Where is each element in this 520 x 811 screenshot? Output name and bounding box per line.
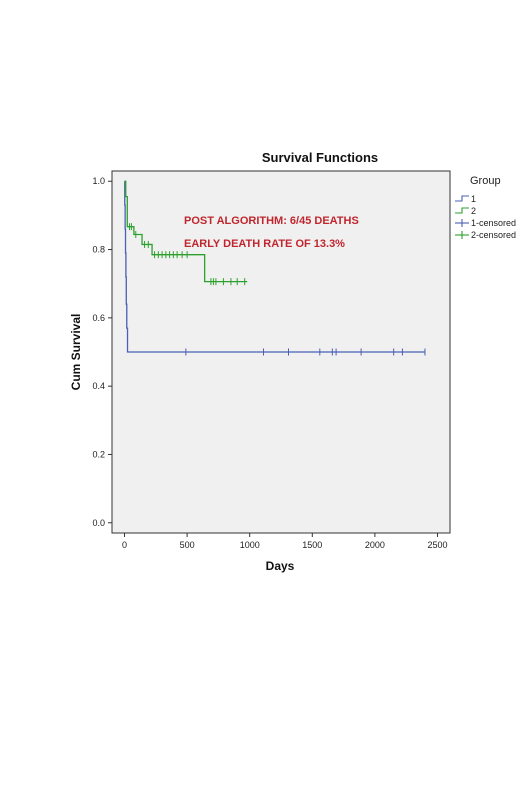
x-tick-label: 1500 xyxy=(302,540,322,550)
legend-title: Group xyxy=(470,175,501,187)
legend-label-2: 2 xyxy=(471,206,476,216)
legend-label-1-censored: 1-censored xyxy=(471,218,516,228)
x-tick-label: 0 xyxy=(122,540,127,550)
y-axis-label: Cum Survival xyxy=(69,314,83,391)
y-tick-label: 0.0 xyxy=(92,518,105,528)
x-tick-label: 2500 xyxy=(427,540,447,550)
legend: Group 1 2 1-censored 2-censored xyxy=(455,175,516,240)
x-axis-label: Days xyxy=(266,559,295,573)
y-tick-label: 1.0 xyxy=(92,176,105,186)
legend-label-1: 1 xyxy=(471,194,476,204)
chart-title: Survival Functions xyxy=(262,150,378,165)
x-tick-label: 500 xyxy=(180,540,195,550)
legend-label-2-censored: 2-censored xyxy=(471,230,516,240)
survival-curve-group-2 xyxy=(124,180,248,283)
legend-swatch-1 xyxy=(455,195,469,202)
axis-ticks: 0 500 1000 1500 2000 2500 0.0 0.2 0.4 0.6 0.8 1.0 xyxy=(92,176,447,550)
legend-swatch-2 xyxy=(455,207,469,214)
annotation-deaths: POST ALGORITHM: 6/45 DEATHS xyxy=(184,215,359,227)
annotation-early-death-rate: EARLY DEATH RATE OF 13.3% xyxy=(184,238,345,250)
y-tick-label: 0.6 xyxy=(92,313,105,323)
y-tick-label: 0.4 xyxy=(92,381,105,391)
x-tick-label: 1000 xyxy=(240,540,260,550)
x-tick-label: 2000 xyxy=(365,540,385,550)
y-tick-label: 0.2 xyxy=(92,449,105,459)
survival-curve-group-1 xyxy=(124,180,425,353)
y-tick-label: 0.8 xyxy=(92,245,105,255)
series-layer xyxy=(124,180,426,356)
